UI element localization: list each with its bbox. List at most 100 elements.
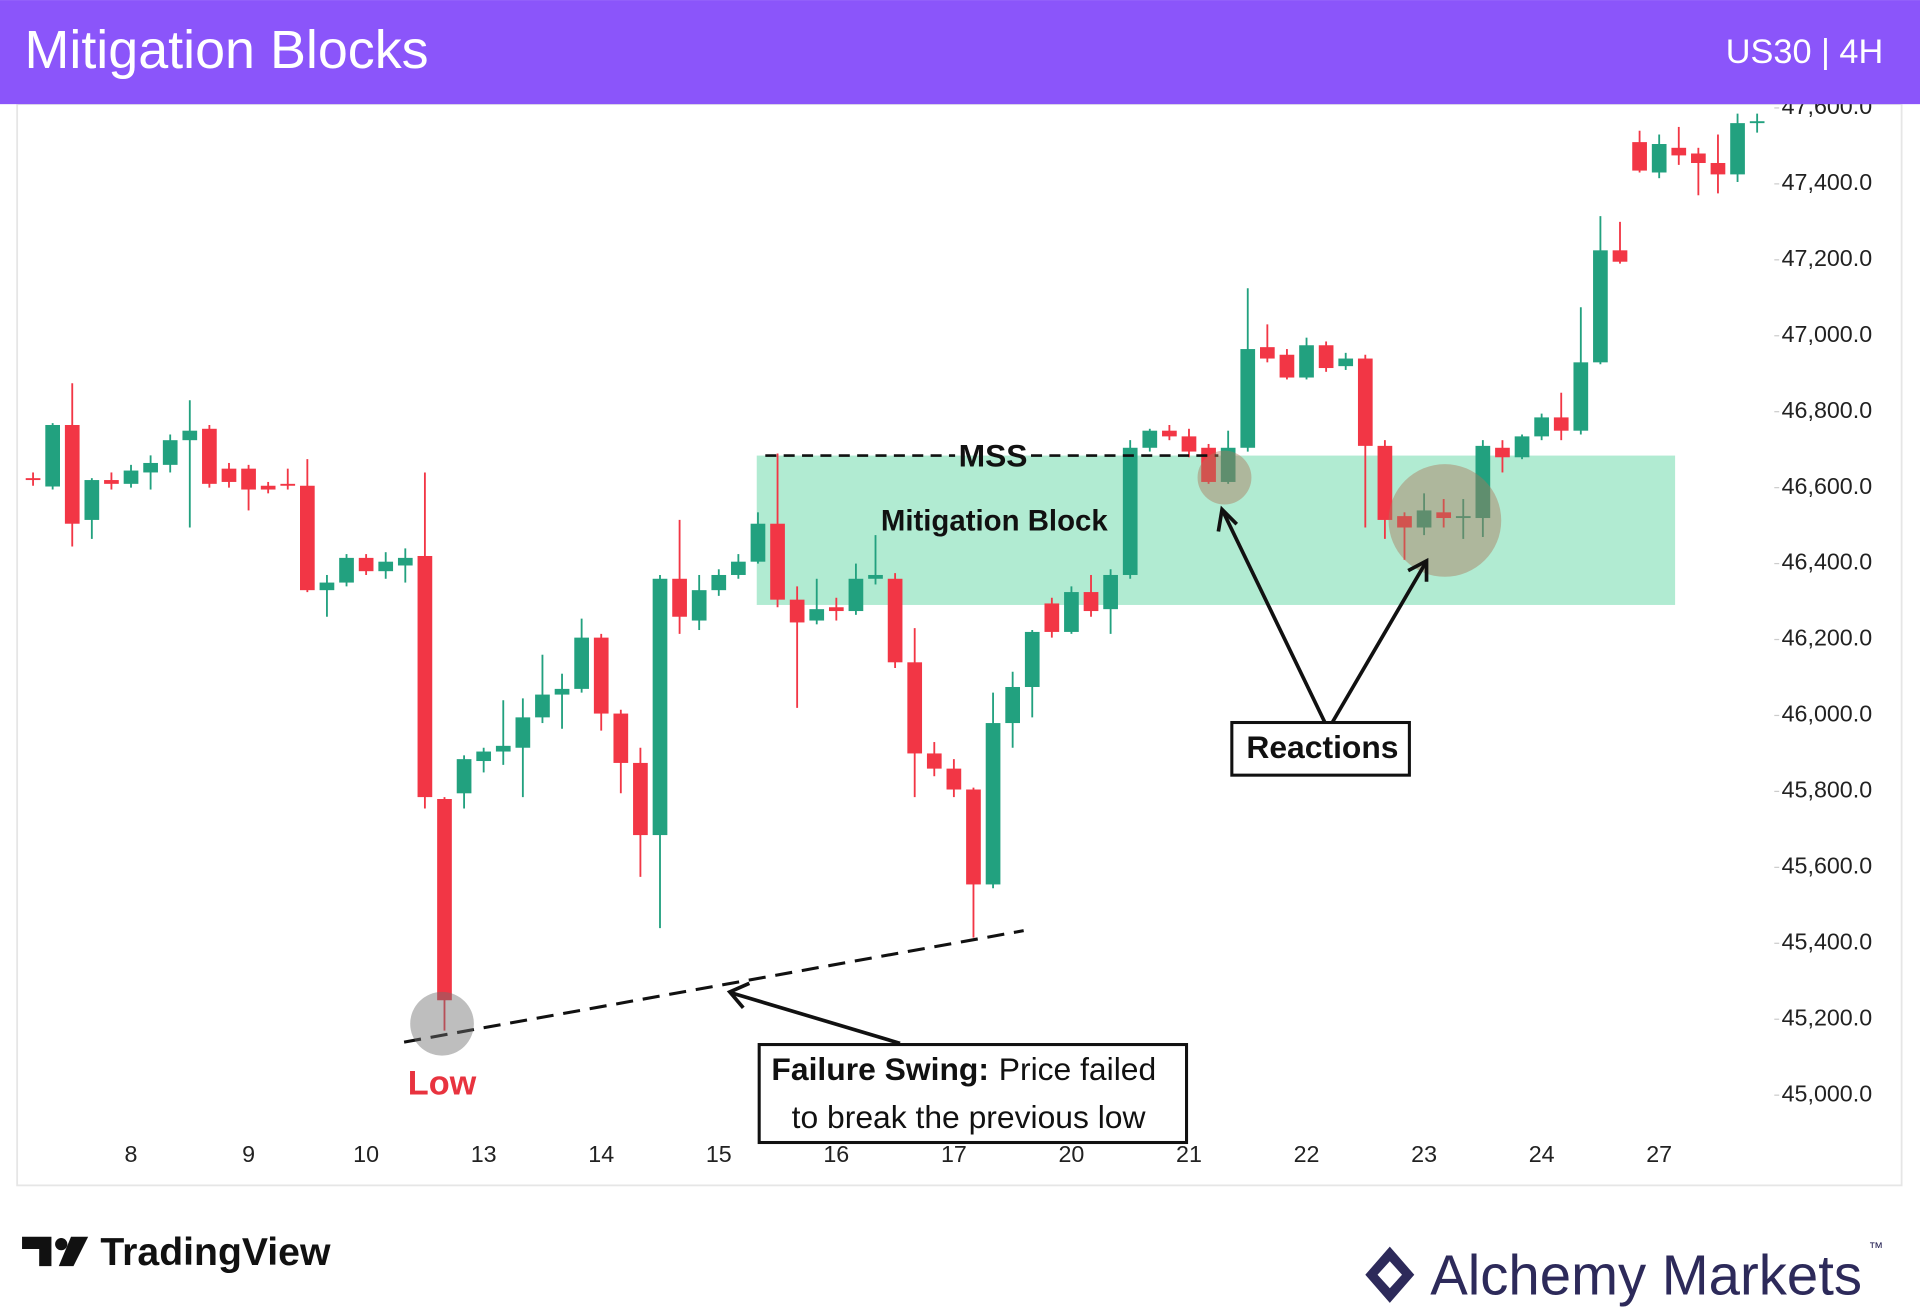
- alchemy-logo: Alchemy Markets ™: [1365, 1241, 1884, 1306]
- header-bar: [0, 0, 1920, 105]
- candle-body: [691, 590, 707, 621]
- trademark: ™: [1869, 1241, 1884, 1257]
- candle-body: [966, 789, 981, 885]
- candle-body: [1651, 144, 1667, 173]
- logo-mark: [58, 1236, 89, 1267]
- candle-body: [84, 480, 100, 520]
- candle-body: [1122, 447, 1138, 575]
- y-tick-label: 45,400.0: [1782, 928, 1873, 954]
- arrow-head: [1407, 557, 1429, 582]
- candle-body: [1671, 147, 1687, 156]
- failure-line-1: Failure Swing: Price failed: [771, 1051, 1156, 1087]
- candle-body: [162, 440, 178, 465]
- candle-body: [1357, 358, 1373, 446]
- candle-body: [397, 557, 413, 566]
- candle-body: [202, 428, 217, 484]
- y-tick-label: 46,200.0: [1782, 625, 1873, 651]
- candle-body: [143, 462, 158, 473]
- candle-body: [280, 483, 296, 486]
- y-tick-label: 45,000.0: [1782, 1080, 1873, 1106]
- candle-body: [868, 574, 883, 579]
- y-tick-label: 46,000.0: [1782, 701, 1873, 727]
- arrow-head: [726, 981, 751, 1010]
- candle-body: [1240, 349, 1256, 448]
- x-tick-label: 24: [1529, 1141, 1555, 1167]
- candle-body: [848, 578, 864, 612]
- failure-title: Failure Swing:: [771, 1051, 989, 1087]
- arrow-head: [1216, 505, 1239, 532]
- candle-body: [300, 485, 315, 591]
- annotations: MSS Mitigation Block Low Reactions Failu…: [403, 438, 1502, 1145]
- candle-body: [437, 799, 452, 1001]
- candle-body: [554, 688, 570, 695]
- candle-body: [750, 523, 766, 562]
- candle-body: [1279, 354, 1295, 378]
- title: Mitigation Blocks: [24, 20, 428, 80]
- reactions-box: [1230, 720, 1411, 777]
- candle-body: [358, 557, 374, 572]
- y-tick-label: 47,400.0: [1782, 169, 1873, 195]
- candle-body: [887, 578, 903, 663]
- candle-body: [1475, 445, 1491, 519]
- candle-body: [319, 582, 335, 591]
- candle-body: [182, 430, 198, 441]
- candle-body: [535, 694, 550, 718]
- x-tick-label: 13: [471, 1141, 497, 1167]
- reaction-highlight: [1388, 464, 1502, 577]
- candle-body: [672, 578, 687, 617]
- candle-body: [574, 637, 589, 689]
- x-tick-label: 14: [588, 1141, 614, 1167]
- candle-body: [1181, 436, 1197, 452]
- candle-body: [1103, 574, 1118, 610]
- candles: [25, 113, 1765, 1031]
- alchemy-text: Alchemy Markets: [1430, 1243, 1862, 1306]
- candle-body: [1416, 510, 1432, 528]
- candle-body: [1024, 631, 1040, 687]
- y-tick-label: 47,200.0: [1782, 245, 1873, 271]
- candle-body: [64, 424, 80, 524]
- reactions-label: Reactions: [1246, 729, 1398, 765]
- candle-body: [495, 745, 511, 752]
- candle-body: [1749, 121, 1765, 124]
- candle-body: [633, 762, 648, 836]
- candle-body: [1495, 447, 1510, 458]
- candle-body: [515, 717, 531, 748]
- candle-body: [1514, 436, 1530, 458]
- tradingview-logo: TradingView: [22, 1231, 331, 1274]
- candle-body: [1710, 162, 1726, 175]
- arrow: [1221, 511, 1327, 724]
- candle-body: [789, 599, 805, 623]
- x-tick-label: 16: [823, 1141, 849, 1167]
- low-highlight: [410, 991, 474, 1056]
- subtitle: US30 | 4H: [1726, 33, 1883, 71]
- candle-body: [828, 607, 844, 612]
- candle-body: [1162, 430, 1177, 437]
- candle-body: [241, 468, 256, 490]
- x-tick-label: 22: [1294, 1141, 1320, 1167]
- candle-body: [1338, 358, 1354, 367]
- candle-body: [123, 470, 139, 484]
- logo-mark: [22, 1236, 52, 1267]
- x-tick-label: 23: [1411, 1141, 1437, 1167]
- candle-body: [1691, 153, 1706, 163]
- failure-text: Price failed: [999, 1051, 1156, 1087]
- candle-body: [1593, 250, 1608, 363]
- candle-body: [1632, 142, 1647, 171]
- x-tick-label: 17: [941, 1141, 967, 1167]
- candle-body: [1534, 417, 1549, 437]
- candle-body: [1220, 447, 1236, 482]
- candle-body: [946, 768, 962, 790]
- x-tick-label: 15: [706, 1141, 732, 1167]
- zone-label: Mitigation Block: [881, 504, 1109, 537]
- candle-body: [593, 637, 609, 714]
- candle-body: [417, 555, 433, 798]
- reaction-highlight: [1197, 450, 1252, 505]
- candle-body: [1553, 417, 1569, 431]
- logo-mark: [55, 1238, 68, 1251]
- y-tick-label: 46,600.0: [1782, 473, 1873, 499]
- candle-body: [926, 753, 942, 769]
- candle-body: [1299, 345, 1314, 378]
- candle-body: [652, 578, 668, 836]
